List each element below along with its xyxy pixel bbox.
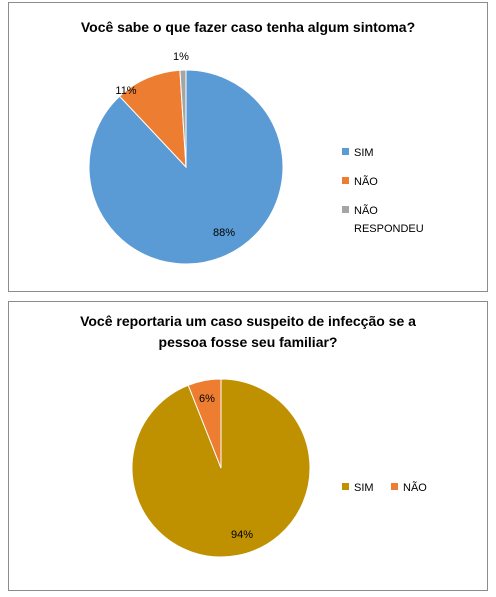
legend-entry: NÃO bbox=[354, 175, 378, 188]
legend-swatch bbox=[342, 177, 349, 184]
legend-entry: NÃO bbox=[403, 481, 427, 494]
legend-entry: SIM bbox=[354, 147, 374, 159]
legend-swatch bbox=[342, 483, 349, 490]
data-label: 6% bbox=[199, 393, 215, 405]
legend-entry: RESPONDEU bbox=[354, 223, 424, 235]
legend-entry: NÃO bbox=[354, 204, 378, 217]
pie-slice-n-o bbox=[118, 69, 187, 169]
data-label: 88% bbox=[213, 227, 235, 239]
pie-slice-n-o-respondeu bbox=[179, 69, 187, 168]
legend-swatch bbox=[342, 206, 349, 213]
chart-title: Você sabe o que fazer caso tenha algum s… bbox=[80, 19, 416, 35]
chart-panel-familiar: Você reportaria um caso suspeito de infe… bbox=[8, 301, 488, 591]
pie-chart-familiar: 94% 6% SIM NÃO bbox=[131, 378, 427, 558]
chart-panel-sintoma: Você sabe o que fazer caso tenha algum s… bbox=[8, 2, 488, 292]
pie-slice-n-o bbox=[187, 378, 222, 469]
legend-entry: SIM bbox=[354, 482, 374, 494]
data-label: 94% bbox=[231, 529, 253, 541]
data-label: 1% bbox=[173, 51, 189, 63]
pie-chart-sintoma: 88% 11% 1% SIM NÃO NÃO RESPONDEU bbox=[88, 51, 424, 265]
chart-title: Você reportaria um caso suspeito de infe… bbox=[80, 313, 416, 350]
data-label: 11% bbox=[115, 85, 136, 97]
legend-swatch bbox=[342, 148, 349, 155]
legend-swatch bbox=[391, 483, 398, 490]
